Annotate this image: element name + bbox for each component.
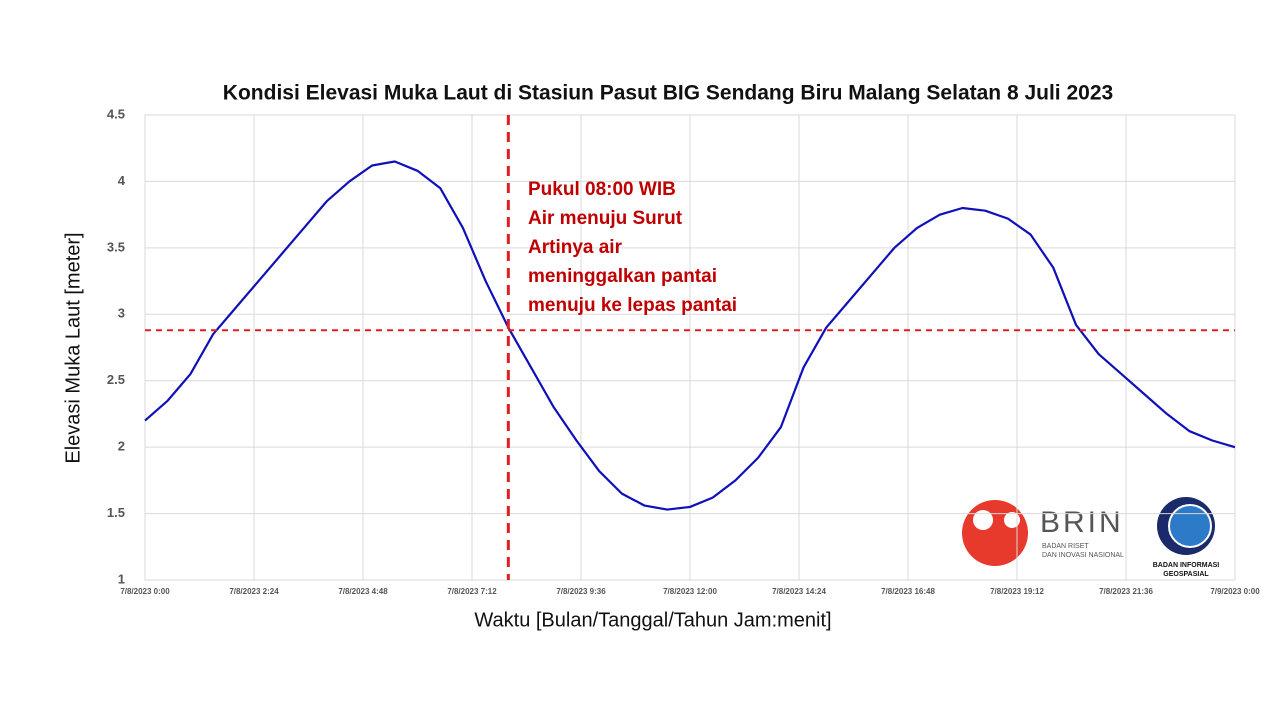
big-sub: BADAN INFORMASI bbox=[1153, 562, 1220, 569]
x-tick-label: 7/8/2023 9:36 bbox=[556, 587, 606, 596]
x-tick-label: 7/8/2023 16:48 bbox=[881, 587, 935, 596]
data-line bbox=[144, 160, 1236, 511]
y-axis-label: Elevasi Muka Laut [meter] bbox=[62, 232, 84, 463]
brin-logo: BRIN BADAN RISET DAN INOVASI NASIONAL bbox=[962, 500, 1124, 566]
y-tick-label: 3.5 bbox=[107, 239, 125, 254]
annotation: meninggalkan pantai bbox=[528, 266, 717, 287]
x-tick-label: 7/8/2023 14:24 bbox=[772, 587, 826, 596]
brin-sub: BADAN RISET bbox=[1042, 543, 1089, 550]
big-logo: BADAN INFORMASI GEOSPASIAL bbox=[1153, 497, 1220, 578]
annotation: menuju ke lepas pantai bbox=[528, 295, 737, 316]
annotation: Air menuju Surut bbox=[528, 208, 683, 229]
big-globe bbox=[1168, 504, 1212, 548]
brin-name: BRIN bbox=[1040, 506, 1124, 539]
x-axis-label: Waktu [Bulan/Tanggal/Tahun Jam:menit] bbox=[474, 609, 831, 631]
y-tick-label: 1.5 bbox=[107, 505, 125, 520]
x-tick-label: 7/8/2023 12:00 bbox=[663, 587, 717, 596]
x-tick-label: 7/8/2023 21:36 bbox=[1099, 587, 1153, 596]
brin-sub: DAN INOVASI NASIONAL bbox=[1042, 552, 1124, 559]
y-tick-label: 1 bbox=[118, 571, 125, 586]
x-tick-label: 7/8/2023 7:12 bbox=[447, 587, 497, 596]
x-tick-label: 7/8/2023 2:24 bbox=[229, 587, 279, 596]
brin-emblem bbox=[962, 500, 1028, 566]
annotation: Artinya air bbox=[528, 237, 623, 258]
y-tick-label: 2 bbox=[118, 439, 125, 454]
annotation: Pukul 08:00 WIB bbox=[528, 179, 676, 200]
y-tick-label: 2.5 bbox=[107, 372, 125, 387]
y-tick-label: 4 bbox=[118, 173, 126, 188]
chart-title: Kondisi Elevasi Muka Laut di Stasiun Pas… bbox=[223, 82, 1113, 105]
x-tick-label: 7/8/2023 4:48 bbox=[338, 587, 388, 596]
x-tick-label: 7/8/2023 0:00 bbox=[120, 587, 170, 596]
big-sub: GEOSPASIAL bbox=[1163, 571, 1209, 578]
y-tick-label: 3 bbox=[118, 306, 125, 321]
brin-emblem-dot bbox=[1004, 512, 1020, 528]
x-tick-label: 7/9/2023 0:00 bbox=[1210, 587, 1260, 596]
brin-emblem-dot bbox=[973, 510, 993, 530]
y-tick-label: 4.5 bbox=[107, 106, 125, 121]
x-tick-label: 7/8/2023 19:12 bbox=[990, 587, 1044, 596]
